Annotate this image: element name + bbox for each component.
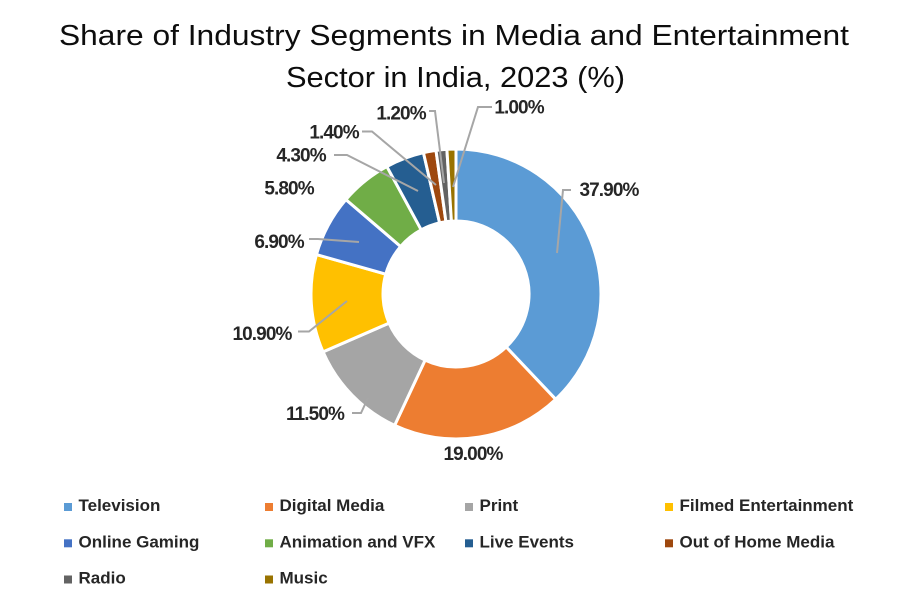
svg-text:6.90%: 6.90%: [254, 232, 304, 253]
svg-text:Animation and VFX: Animation and VFX: [280, 532, 437, 551]
svg-text:10.90%: 10.90%: [232, 324, 292, 345]
svg-text:5.80%: 5.80%: [264, 179, 314, 200]
svg-text:37.90%: 37.90%: [579, 180, 639, 201]
svg-text:Radio: Radio: [79, 569, 126, 588]
svg-text:4.30%: 4.30%: [276, 146, 326, 167]
svg-text:Share of Industry Segments in: Share of Industry Segments in Media and …: [59, 20, 849, 52]
svg-text:Live Events: Live Events: [480, 532, 575, 551]
svg-text:Music: Music: [280, 569, 328, 588]
svg-text:Digital Media: Digital Media: [280, 496, 385, 515]
svg-text:Out of Home Media: Out of Home Media: [680, 532, 835, 551]
svg-text:Filmed Entertainment: Filmed Entertainment: [680, 496, 854, 515]
svg-text:Television: Television: [79, 496, 161, 515]
svg-text:Online Gaming: Online Gaming: [79, 532, 200, 551]
svg-text:Sector in India, 2023 (%): Sector in India, 2023 (%): [286, 62, 625, 94]
svg-text:1.20%: 1.20%: [376, 104, 426, 125]
svg-text:1.40%: 1.40%: [309, 123, 359, 144]
svg-text:19.00%: 19.00%: [443, 444, 503, 465]
svg-text:Print: Print: [480, 496, 519, 515]
svg-text:1.00%: 1.00%: [494, 98, 544, 119]
svg-text:11.50%: 11.50%: [286, 404, 345, 425]
